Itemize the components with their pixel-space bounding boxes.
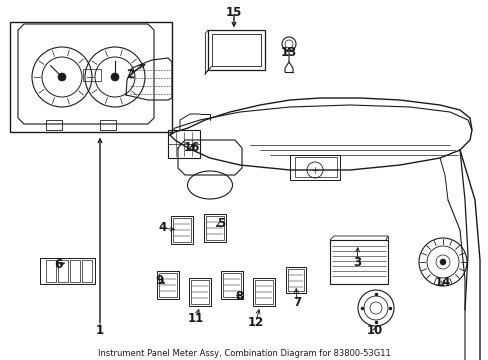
Text: 10: 10 xyxy=(366,324,382,337)
Bar xyxy=(46,260,56,282)
Bar xyxy=(294,157,336,177)
Bar xyxy=(203,214,225,242)
Bar xyxy=(171,216,193,244)
Text: 1: 1 xyxy=(96,324,104,337)
Text: 16: 16 xyxy=(183,141,200,154)
Text: 3: 3 xyxy=(352,256,360,269)
Bar xyxy=(46,120,62,130)
Bar xyxy=(157,271,179,299)
Bar xyxy=(82,260,92,282)
Bar xyxy=(329,240,387,284)
Circle shape xyxy=(58,73,66,81)
Bar xyxy=(40,258,95,284)
Bar xyxy=(83,69,101,81)
Text: 12: 12 xyxy=(247,315,264,328)
Bar xyxy=(189,278,210,306)
Circle shape xyxy=(439,259,445,265)
Bar xyxy=(254,280,272,304)
Text: 9: 9 xyxy=(156,274,164,288)
Bar xyxy=(58,260,68,282)
Bar xyxy=(252,278,274,306)
Text: 11: 11 xyxy=(187,311,203,324)
Bar xyxy=(191,280,208,304)
Bar xyxy=(285,267,305,293)
Text: 7: 7 xyxy=(292,296,301,309)
Bar xyxy=(10,22,172,132)
Bar xyxy=(221,271,243,299)
Bar xyxy=(223,273,241,297)
Bar xyxy=(159,273,177,297)
Text: 2: 2 xyxy=(126,68,134,81)
Bar xyxy=(100,120,116,130)
Bar xyxy=(287,269,304,291)
Text: 14: 14 xyxy=(434,275,450,288)
Text: 8: 8 xyxy=(234,289,243,302)
Text: 5: 5 xyxy=(217,217,224,230)
Text: 15: 15 xyxy=(225,5,242,18)
Circle shape xyxy=(111,73,119,81)
Bar xyxy=(70,260,80,282)
Text: 4: 4 xyxy=(159,221,167,234)
Text: 13: 13 xyxy=(280,45,297,58)
Text: 6: 6 xyxy=(54,258,62,271)
Text: Instrument Panel Meter Assy, Combination Diagram for 83800-53G11: Instrument Panel Meter Assy, Combination… xyxy=(98,350,390,359)
Bar xyxy=(205,216,224,240)
Bar xyxy=(173,218,191,242)
